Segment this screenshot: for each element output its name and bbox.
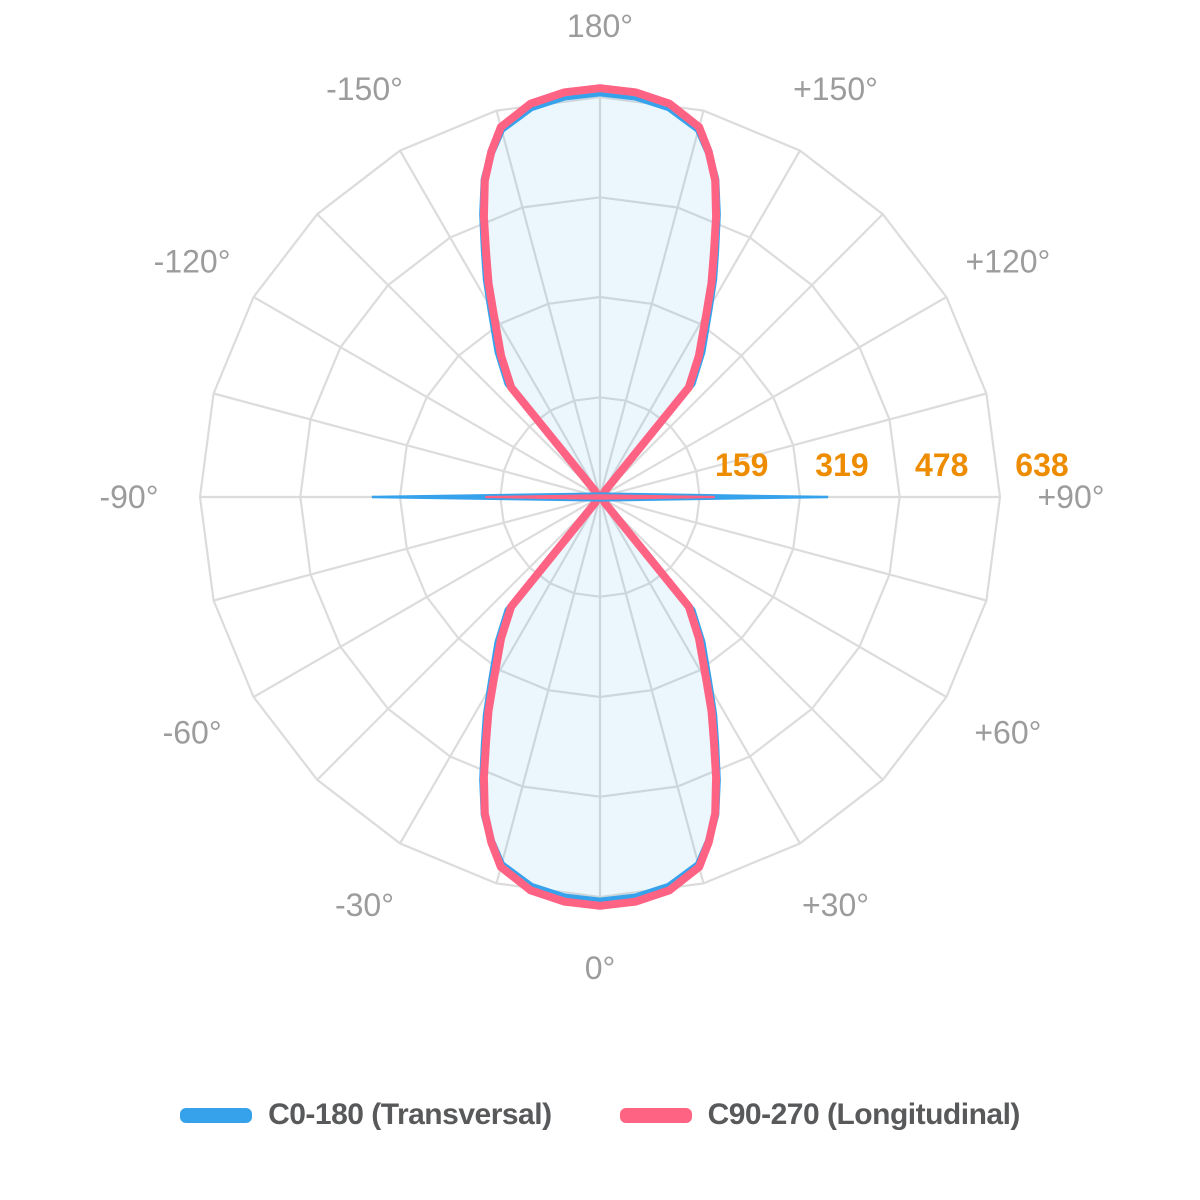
angle-label: +150° xyxy=(793,71,878,107)
legend-item-c90-270[interactable]: C90-270 (Longitudinal) xyxy=(619,1098,1021,1132)
grid-spoke xyxy=(316,213,601,498)
grid-spoke xyxy=(253,496,601,698)
angle-label: -60° xyxy=(163,715,222,751)
angle-label: +90° xyxy=(1037,479,1104,515)
legend-label-c0-180: C0-180 (Transversal) xyxy=(268,1098,552,1131)
radial-tick-label: 478 xyxy=(915,447,968,483)
grid-spoke xyxy=(253,296,601,498)
legend-swatch-c0-180 xyxy=(180,1107,253,1123)
chart-legend: C0-180 (Transversal) C90-270 (Longitudin… xyxy=(0,1098,1200,1132)
grid-spoke xyxy=(599,296,947,498)
polar-grid xyxy=(198,95,1002,899)
angle-label: 180° xyxy=(567,8,633,44)
angle-label: -120° xyxy=(154,244,231,280)
legend-label-c90-270: C90-270 (Longitudinal) xyxy=(707,1098,1021,1131)
grid-spoke xyxy=(399,496,601,844)
grid-spoke xyxy=(599,495,987,602)
polar-chart: 0° +30° +60° +90° +120° +150° 180° -150° -120° -9… xyxy=(99,8,1104,986)
grid-spoke xyxy=(599,496,947,698)
radial-tick-label: 319 xyxy=(815,447,868,483)
radial-tick-labels: 159 319 478 638 xyxy=(715,447,1069,483)
series-c90-270-horizontal-spike xyxy=(485,494,715,500)
legend-item-c0-180[interactable]: C0-180 (Transversal) xyxy=(180,1098,552,1132)
angle-label: 0° xyxy=(585,950,616,986)
angle-label: -150° xyxy=(326,71,403,107)
grid-spoke xyxy=(598,496,705,884)
grid-spoke xyxy=(213,495,601,602)
radial-tick-label: 159 xyxy=(715,447,768,483)
angle-label: +60° xyxy=(974,715,1041,751)
grid-spoke xyxy=(495,496,602,884)
grid-spoke xyxy=(495,110,602,498)
grid-spoke xyxy=(598,110,705,498)
angle-label: +120° xyxy=(965,244,1050,280)
legend-swatch-c90-270 xyxy=(619,1107,692,1123)
grid-spoke xyxy=(599,213,884,498)
angle-label: -30° xyxy=(335,887,394,923)
radial-tick-label: 638 xyxy=(1015,447,1068,483)
grid-spoke xyxy=(599,150,801,498)
polar-chart-area: 0° +30° +60° +90° +120° +150° 180° -150° -120° -9… xyxy=(99,8,1104,986)
angle-labels: 0° +30° +60° +90° +120° +150° 180° -150° -120° -9… xyxy=(99,8,1104,986)
grid-spoke xyxy=(316,496,601,781)
grid-spoke xyxy=(213,392,601,499)
grid-spoke xyxy=(599,496,801,844)
angle-label: -90° xyxy=(99,479,158,515)
grid-spoke xyxy=(399,150,601,498)
grid-spoke xyxy=(599,496,884,781)
grid-spoke xyxy=(599,392,987,499)
series-c90-270-curve xyxy=(479,84,721,910)
angle-label: +30° xyxy=(802,887,869,923)
